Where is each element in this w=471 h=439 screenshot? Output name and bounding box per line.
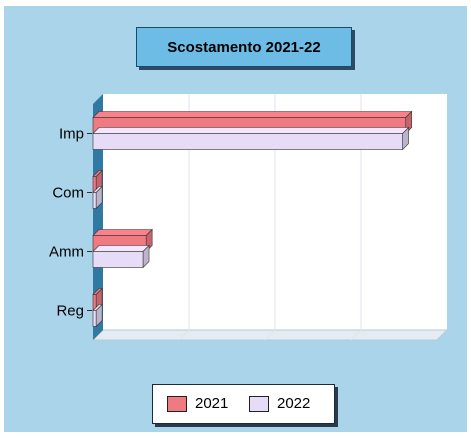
- legend-swatch-2021: [167, 395, 187, 412]
- bar-reg-2022: [92, 310, 97, 327]
- bar-top-imp-2022: [92, 127, 410, 134]
- legend-item-2022: 2022: [249, 395, 310, 412]
- bar-imp-2022: [92, 133, 403, 150]
- category-label-amm: Amm: [49, 244, 84, 261]
- gridline-floor: [264, 329, 276, 341]
- category-label-com: Com: [52, 185, 84, 202]
- bar-top-imp-2021: [92, 111, 413, 118]
- legend: 2021 2022: [152, 384, 335, 424]
- legend-label-2021: 2021: [195, 395, 229, 412]
- bar-top-amm-2022: [92, 245, 150, 252]
- bar-amm-2022: [92, 251, 144, 268]
- legend-label-2022: 2022: [277, 395, 311, 412]
- category-label-reg: Reg: [56, 303, 84, 320]
- gridline-floor: [178, 329, 190, 341]
- category-label-imp: Imp: [59, 126, 84, 143]
- bar-top-amm-2021: [92, 229, 153, 236]
- gridline-floor: [350, 329, 362, 341]
- legend-swatch-2022: [249, 395, 269, 412]
- bar-com-2022: [92, 192, 97, 209]
- chart-title: Scostamento 2021-22: [136, 27, 352, 67]
- plot-left-wall: [93, 94, 103, 340]
- legend-item-2021: 2021: [167, 395, 228, 412]
